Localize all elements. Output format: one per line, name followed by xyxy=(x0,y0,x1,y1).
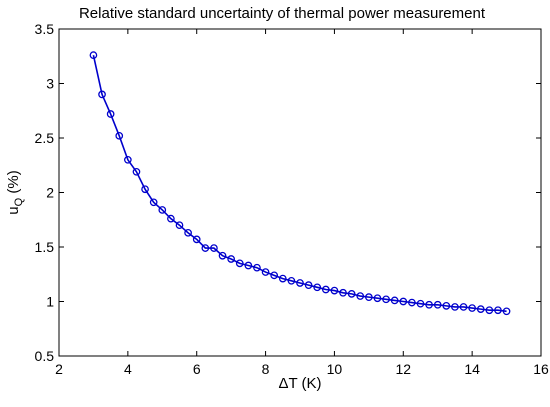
data-point xyxy=(244,261,253,270)
x-tick-label: 14 xyxy=(464,361,480,377)
data-point xyxy=(115,131,124,140)
data-point xyxy=(485,306,494,315)
data-point xyxy=(399,297,408,306)
y-axis-label: uQ (%) xyxy=(5,170,25,214)
data-point xyxy=(339,288,347,297)
series-line xyxy=(92,54,507,313)
x-tick-label: 8 xyxy=(262,361,270,377)
data-point xyxy=(313,283,322,292)
data-point xyxy=(106,110,115,118)
x-tick-label: 2 xyxy=(55,361,63,377)
data-point xyxy=(304,281,313,289)
x-tick-label: 4 xyxy=(124,361,132,377)
data-point xyxy=(253,263,261,272)
data-point xyxy=(175,221,184,230)
x-tick-label: 12 xyxy=(395,361,411,377)
y-axis-label-sub: Q xyxy=(13,197,25,206)
data-point xyxy=(278,274,287,283)
data-point xyxy=(149,198,158,207)
data-point xyxy=(261,268,270,276)
data-point xyxy=(459,303,468,311)
data-point xyxy=(382,295,390,304)
y-tick-label: 3.5 xyxy=(35,21,55,37)
y-tick-label: 1 xyxy=(46,294,54,310)
data-point xyxy=(390,296,399,305)
data-point xyxy=(89,51,98,60)
x-tick-label: 10 xyxy=(327,361,343,377)
data-point xyxy=(141,185,149,194)
data-point xyxy=(192,235,201,244)
y-axis-label-main: u xyxy=(5,206,22,214)
data-point xyxy=(347,290,356,298)
data-point xyxy=(468,304,476,312)
y-tick-label: 1.5 xyxy=(35,239,55,255)
y-tick-label: 2 xyxy=(46,185,54,201)
data-point xyxy=(442,302,451,310)
data-point xyxy=(433,300,442,309)
data-point xyxy=(132,167,141,176)
y-tick-label: 3 xyxy=(46,76,54,92)
chart-title: Relative standard uncertainty of thermal… xyxy=(79,5,486,22)
x-tick-label: 6 xyxy=(193,361,201,377)
data-point xyxy=(321,285,330,294)
data-point xyxy=(494,306,502,315)
data-point xyxy=(476,305,485,313)
data-point xyxy=(365,293,373,301)
data-point xyxy=(502,307,511,316)
data-point xyxy=(425,300,433,309)
data-point xyxy=(373,294,382,303)
y-tick-label: 0.5 xyxy=(35,348,55,364)
data-point xyxy=(416,299,425,308)
y-tick-label: 2.5 xyxy=(35,130,55,146)
data-point xyxy=(451,303,459,311)
data-point xyxy=(235,259,244,268)
data-point xyxy=(158,206,167,214)
data-point xyxy=(124,155,132,164)
x-axis-label: ΔT (K) xyxy=(278,375,321,392)
data-point xyxy=(210,244,218,252)
y-axis-label-unit: (%) xyxy=(5,170,22,198)
data-point xyxy=(167,214,175,223)
series-group xyxy=(89,51,511,316)
data-point xyxy=(184,228,192,237)
data-point xyxy=(330,286,339,295)
data-point xyxy=(201,244,210,252)
data-point xyxy=(408,298,416,307)
data-point xyxy=(356,292,365,300)
tick-labels-group: 2 4 6 8 10 12 14 16 0.5 1 1.5 2 2.5 3 3.5 xyxy=(35,21,549,377)
data-point xyxy=(287,276,296,285)
data-point xyxy=(98,90,106,99)
data-point xyxy=(296,279,304,287)
ticks-group xyxy=(58,28,542,357)
data-point xyxy=(218,251,227,260)
x-tick-label: 16 xyxy=(533,361,549,377)
data-point xyxy=(227,255,235,263)
data-point xyxy=(270,271,279,280)
